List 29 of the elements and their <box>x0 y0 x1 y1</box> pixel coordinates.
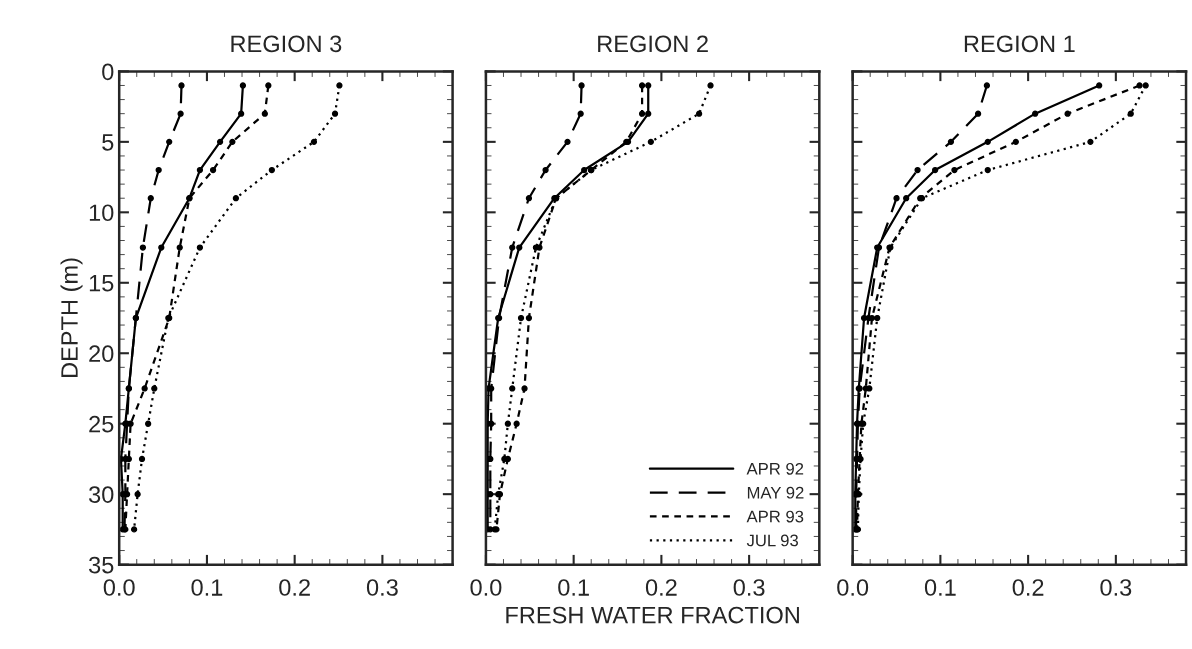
legend-label: MAY 92 <box>747 486 804 499</box>
legend-label: APR 92 <box>746 462 804 475</box>
y-tick-label: 5 <box>102 134 114 151</box>
legend-label: JUL 93 <box>746 534 798 547</box>
x-tick-label: 0.2 <box>645 579 677 596</box>
x-tick-label: 0.0 <box>470 579 502 596</box>
x-tick-label: 0.3 <box>733 579 765 596</box>
x-tick-label: 0.3 <box>1100 579 1132 596</box>
chart-title: REGION 1 <box>964 35 1075 53</box>
x-axis-title: FRESH WATER FRACTION <box>506 606 799 624</box>
legend-label: APR 93 <box>746 510 804 523</box>
x-tick-label: 0.2 <box>279 579 310 596</box>
y-tick-label: 25 <box>89 415 114 433</box>
x-tick-label: 0.1 <box>558 579 589 596</box>
chart-title: REGION 3 <box>231 35 342 53</box>
x-tick-label: 0.0 <box>837 579 869 596</box>
x-tick-label: 0.1 <box>924 579 956 596</box>
y-tick-label: 10 <box>89 204 114 222</box>
x-tick-label: 0.1 <box>191 579 223 596</box>
x-tick-label: 0.0 <box>103 579 135 596</box>
chart-title: REGION 2 <box>598 35 708 53</box>
y-tick-label: 0 <box>102 63 114 81</box>
y-tick-label: 35 <box>88 556 114 574</box>
y-axis-title: DEPTH (m) <box>60 258 83 378</box>
y-tick-label: 15 <box>89 275 114 292</box>
x-tick-label: 0.2 <box>1012 579 1044 596</box>
x-tick-label: 0.3 <box>366 579 398 596</box>
y-tick-label: 30 <box>88 486 114 503</box>
y-tick-label: 20 <box>89 345 114 363</box>
